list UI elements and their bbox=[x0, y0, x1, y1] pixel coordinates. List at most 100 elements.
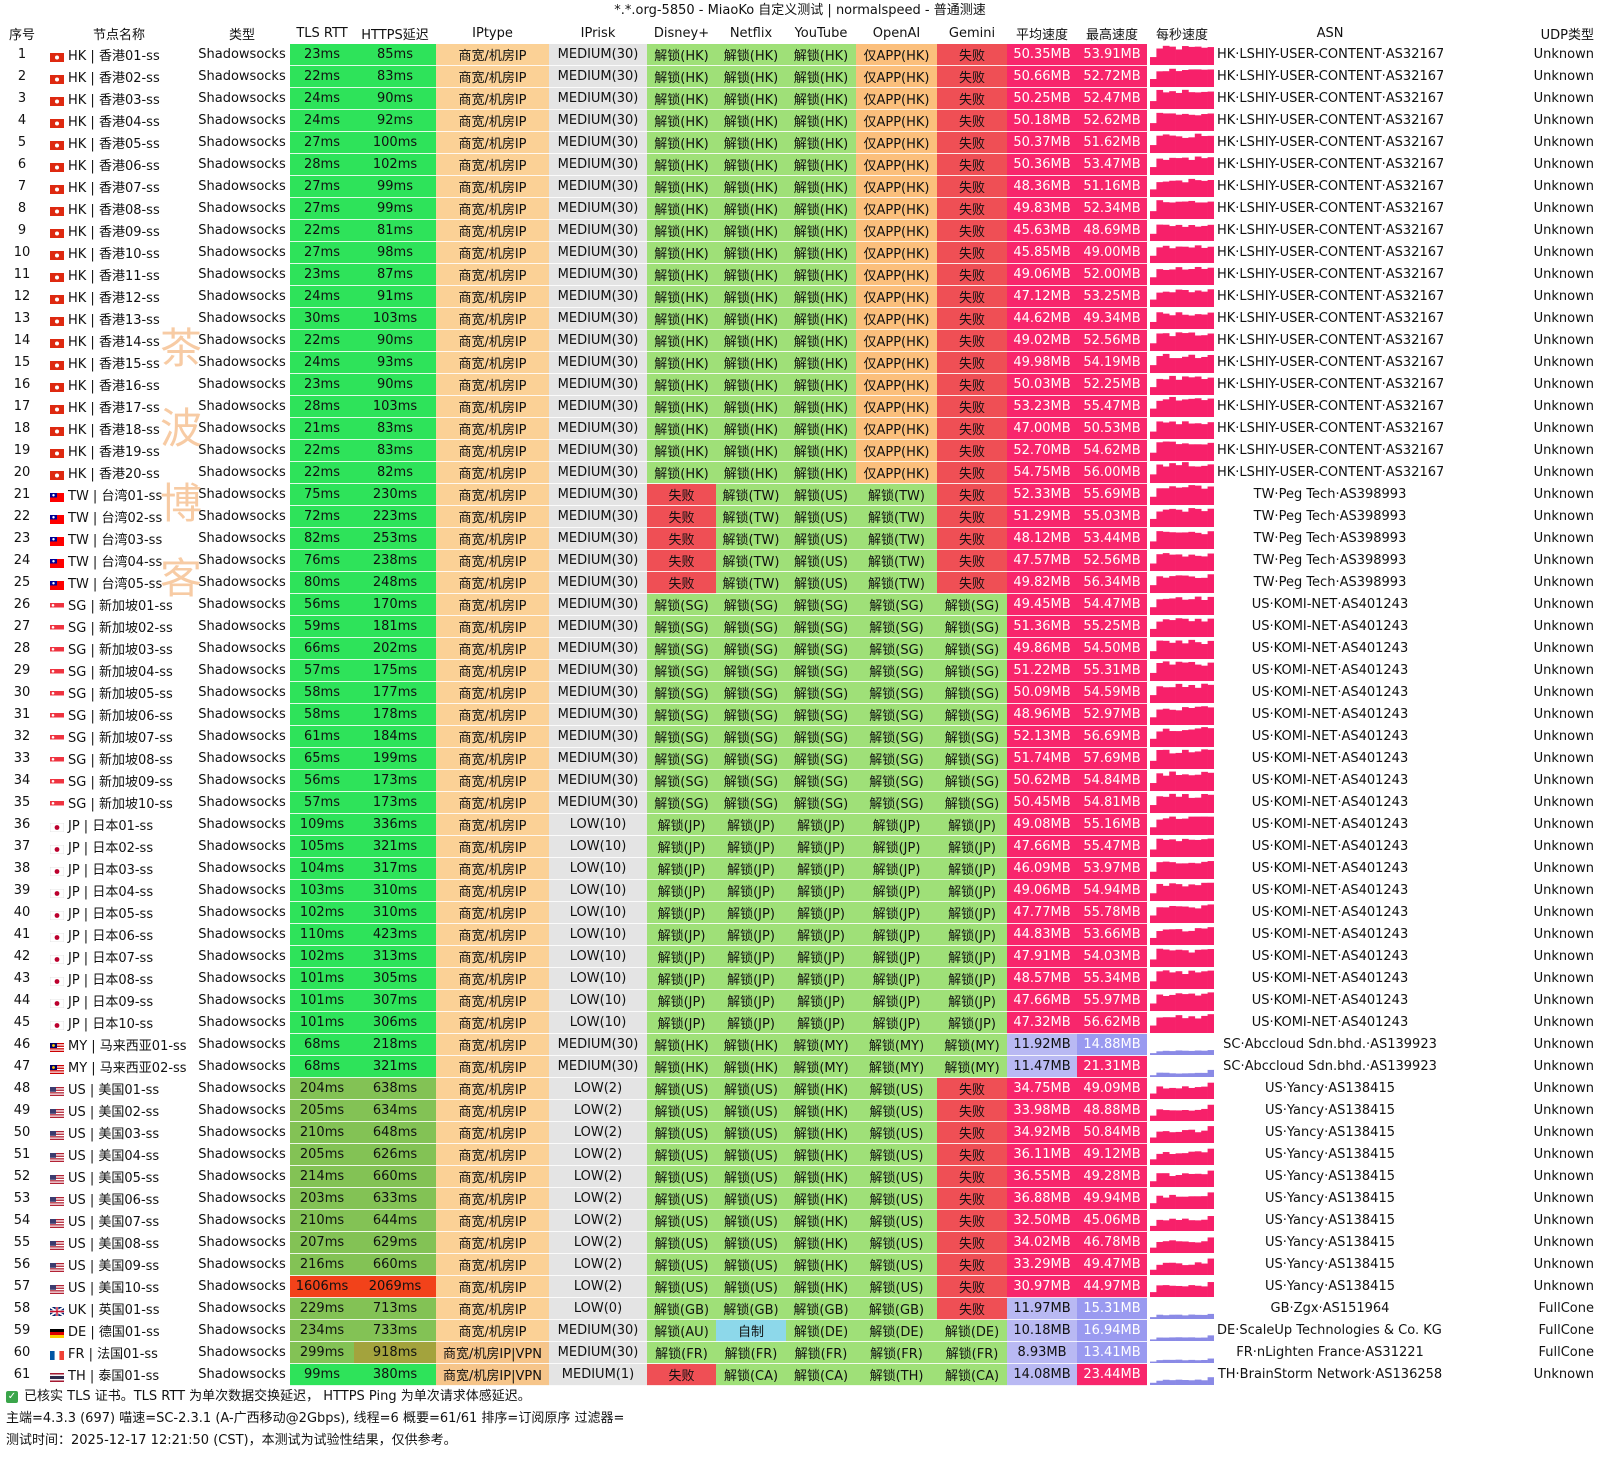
col-header-index[interactable]: 序号 bbox=[0, 22, 44, 44]
asn-cell: US·KOMI-NET·AS401243 bbox=[1217, 968, 1443, 990]
udp-cell: Unknown bbox=[1443, 748, 1600, 770]
max-speed-cell: 45.06MB bbox=[1077, 1210, 1147, 1232]
table-row[interactable]: 14 HK | 香港14-ss Shadowsocks 22ms 90ms 商宽… bbox=[0, 330, 1600, 352]
table-row[interactable]: 59 DE | 德国01-ss Shadowsocks 234ms 733ms … bbox=[0, 1320, 1600, 1342]
table-row[interactable]: 22 TW | 台湾02-ss Shadowsocks 72ms 223ms 商… bbox=[0, 506, 1600, 528]
col-header-gemini[interactable]: Gemini bbox=[937, 22, 1007, 44]
col-header-name[interactable]: 节点名称 bbox=[44, 22, 194, 44]
col-header-https-latency[interactable]: HTTPS延迟 bbox=[354, 22, 436, 44]
col-header-avg-speed[interactable]: 平均速度 bbox=[1007, 22, 1077, 44]
table-row[interactable]: 49 US | 美国02-ss Shadowsocks 205ms 634ms … bbox=[0, 1100, 1600, 1122]
table-row[interactable]: 21 TW | 台湾01-ss Shadowsocks 75ms 230ms 商… bbox=[0, 484, 1600, 506]
table-row[interactable]: 34 SG | 新加坡09-ss Shadowsocks 56ms 173ms … bbox=[0, 770, 1600, 792]
table-row[interactable]: 24 TW | 台湾04-ss Shadowsocks 76ms 238ms 商… bbox=[0, 550, 1600, 572]
node-name-label: HK | 香港13-ss bbox=[68, 313, 160, 328]
table-row[interactable]: 5 HK | 香港05-ss Shadowsocks 27ms 100ms 商宽… bbox=[0, 132, 1600, 154]
col-header-iprisk[interactable]: IPrisk bbox=[549, 22, 647, 44]
table-row[interactable]: 52 US | 美国05-ss Shadowsocks 214ms 660ms … bbox=[0, 1166, 1600, 1188]
table-row[interactable]: 51 US | 美国04-ss Shadowsocks 205ms 626ms … bbox=[0, 1144, 1600, 1166]
table-row[interactable]: 7 HK | 香港07-ss Shadowsocks 27ms 99ms 商宽/… bbox=[0, 176, 1600, 198]
node-type: Shadowsocks bbox=[194, 572, 290, 594]
table-row[interactable]: 47 MY | 马来西亚02-ss Shadowsocks 68ms 321ms… bbox=[0, 1056, 1600, 1078]
table-row[interactable]: 13 HK | 香港13-ss Shadowsocks 30ms 103ms 商… bbox=[0, 308, 1600, 330]
table-row[interactable]: 45 JP | 日本10-ss Shadowsocks 101ms 306ms … bbox=[0, 1012, 1600, 1034]
table-row[interactable]: 3 HK | 香港03-ss Shadowsocks 24ms 90ms 商宽/… bbox=[0, 88, 1600, 110]
table-row[interactable]: 46 MY | 马来西亚01-ss Shadowsocks 68ms 218ms… bbox=[0, 1034, 1600, 1056]
node-name-label: US | 美国06-ss bbox=[68, 1193, 160, 1208]
table-row[interactable]: 53 US | 美国06-ss Shadowsocks 203ms 633ms … bbox=[0, 1188, 1600, 1210]
table-row[interactable]: 18 HK | 香港18-ss Shadowsocks 21ms 83ms 商宽… bbox=[0, 418, 1600, 440]
col-header-iptype[interactable]: IPtype bbox=[436, 22, 549, 44]
table-row[interactable]: 33 SG | 新加坡08-ss Shadowsocks 65ms 199ms … bbox=[0, 748, 1600, 770]
table-row[interactable]: 43 JP | 日本08-ss Shadowsocks 101ms 305ms … bbox=[0, 968, 1600, 990]
table-row[interactable]: 60 FR | 法国01-ss Shadowsocks 299ms 918ms … bbox=[0, 1342, 1600, 1364]
gemini-cell: 解锁(SG) bbox=[937, 616, 1007, 638]
table-row[interactable]: 50 US | 美国03-ss Shadowsocks 210ms 648ms … bbox=[0, 1122, 1600, 1144]
col-header-type[interactable]: 类型 bbox=[194, 22, 290, 44]
table-row[interactable]: 10 HK | 香港10-ss Shadowsocks 27ms 98ms 商宽… bbox=[0, 242, 1600, 264]
table-row[interactable]: 57 US | 美国10-ss Shadowsocks 1606ms 2069m… bbox=[0, 1276, 1600, 1298]
table-row[interactable]: 2 HK | 香港02-ss Shadowsocks 22ms 83ms 商宽/… bbox=[0, 66, 1600, 88]
node-type: Shadowsocks bbox=[194, 1056, 290, 1078]
col-header-max-speed[interactable]: 最高速度 bbox=[1077, 22, 1147, 44]
table-row[interactable]: 36 JP | 日本01-ss Shadowsocks 109ms 336ms … bbox=[0, 814, 1600, 836]
node-name: TW | 台湾02-ss bbox=[44, 506, 194, 528]
row-index: 12 bbox=[0, 286, 44, 308]
table-row[interactable]: 31 SG | 新加坡06-ss Shadowsocks 58ms 178ms … bbox=[0, 704, 1600, 726]
table-row[interactable]: 26 SG | 新加坡01-ss Shadowsocks 56ms 170ms … bbox=[0, 594, 1600, 616]
table-row[interactable]: 42 JP | 日本07-ss Shadowsocks 102ms 313ms … bbox=[0, 946, 1600, 968]
table-row[interactable]: 29 SG | 新加坡04-ss Shadowsocks 57ms 175ms … bbox=[0, 660, 1600, 682]
col-header-openai[interactable]: OpenAI bbox=[856, 22, 937, 44]
udp-cell: FullCone bbox=[1443, 1320, 1600, 1342]
table-row[interactable]: 27 SG | 新加坡02-ss Shadowsocks 59ms 181ms … bbox=[0, 616, 1600, 638]
table-row[interactable]: 17 HK | 香港17-ss Shadowsocks 28ms 103ms 商… bbox=[0, 396, 1600, 418]
table-row[interactable]: 56 US | 美国09-ss Shadowsocks 216ms 660ms … bbox=[0, 1254, 1600, 1276]
table-row[interactable]: 58 UK | 英国01-ss Shadowsocks 229ms 713ms … bbox=[0, 1298, 1600, 1320]
netflix-cell: 解锁(SG) bbox=[716, 682, 786, 704]
avg-speed-cell: 11.47MB bbox=[1007, 1056, 1077, 1078]
table-row[interactable]: 30 SG | 新加坡05-ss Shadowsocks 58ms 177ms … bbox=[0, 682, 1600, 704]
youtube-cell: 解锁(GB) bbox=[786, 1298, 856, 1320]
table-row[interactable]: 32 SG | 新加坡07-ss Shadowsocks 61ms 184ms … bbox=[0, 726, 1600, 748]
node-name-label: TW | 台湾03-ss bbox=[68, 533, 163, 548]
row-index: 30 bbox=[0, 682, 44, 704]
col-header-tls-rtt[interactable]: TLS RTT bbox=[290, 22, 354, 44]
table-row[interactable]: 6 HK | 香港06-ss Shadowsocks 28ms 102ms 商宽… bbox=[0, 154, 1600, 176]
table-row[interactable]: 37 JP | 日本02-ss Shadowsocks 105ms 321ms … bbox=[0, 836, 1600, 858]
table-row[interactable]: 55 US | 美国08-ss Shadowsocks 207ms 629ms … bbox=[0, 1232, 1600, 1254]
table-row[interactable]: 25 TW | 台湾05-ss Shadowsocks 80ms 248ms 商… bbox=[0, 572, 1600, 594]
table-row[interactable]: 1 HK | 香港01-ss Shadowsocks 23ms 85ms 商宽/… bbox=[0, 44, 1600, 66]
table-row[interactable]: 28 SG | 新加坡03-ss Shadowsocks 66ms 202ms … bbox=[0, 638, 1600, 660]
https-latency-cell: 2069ms bbox=[354, 1276, 436, 1298]
table-row[interactable]: 19 HK | 香港19-ss Shadowsocks 22ms 83ms 商宽… bbox=[0, 440, 1600, 462]
table-row[interactable]: 11 HK | 香港11-ss Shadowsocks 23ms 87ms 商宽… bbox=[0, 264, 1600, 286]
col-header-youtube[interactable]: YouTube bbox=[786, 22, 856, 44]
table-row[interactable]: 38 JP | 日本03-ss Shadowsocks 104ms 317ms … bbox=[0, 858, 1600, 880]
asn-cell: US·Yancy·AS138415 bbox=[1217, 1254, 1443, 1276]
gemini-cell: 失败 bbox=[937, 572, 1007, 594]
row-index: 2 bbox=[0, 66, 44, 88]
us-flag-icon bbox=[50, 1151, 64, 1162]
table-row[interactable]: 48 US | 美国01-ss Shadowsocks 204ms 638ms … bbox=[0, 1078, 1600, 1100]
col-header-disney[interactable]: Disney+ bbox=[647, 22, 716, 44]
table-row[interactable]: 8 HK | 香港08-ss Shadowsocks 27ms 99ms 商宽/… bbox=[0, 198, 1600, 220]
table-row[interactable]: 41 JP | 日本06-ss Shadowsocks 110ms 423ms … bbox=[0, 924, 1600, 946]
table-row[interactable]: 54 US | 美国07-ss Shadowsocks 210ms 644ms … bbox=[0, 1210, 1600, 1232]
table-row[interactable]: 23 TW | 台湾03-ss Shadowsocks 82ms 253ms 商… bbox=[0, 528, 1600, 550]
table-row[interactable]: 20 HK | 香港20-ss Shadowsocks 22ms 82ms 商宽… bbox=[0, 462, 1600, 484]
table-row[interactable]: 35 SG | 新加坡10-ss Shadowsocks 57ms 173ms … bbox=[0, 792, 1600, 814]
table-row[interactable]: 4 HK | 香港04-ss Shadowsocks 24ms 92ms 商宽/… bbox=[0, 110, 1600, 132]
table-row[interactable]: 44 JP | 日本09-ss Shadowsocks 101ms 307ms … bbox=[0, 990, 1600, 1012]
table-row[interactable]: 16 HK | 香港16-ss Shadowsocks 23ms 90ms 商宽… bbox=[0, 374, 1600, 396]
col-header-netflix[interactable]: Netflix bbox=[716, 22, 786, 44]
col-header-asn[interactable]: ASN bbox=[1217, 22, 1443, 44]
youtube-cell: 解锁(SG) bbox=[786, 748, 856, 770]
table-row[interactable]: 12 HK | 香港12-ss Shadowsocks 24ms 91ms 商宽… bbox=[0, 286, 1600, 308]
col-header-udp[interactable]: UDP类型 bbox=[1443, 22, 1600, 44]
table-row[interactable]: 61 TH | 泰国01-ss Shadowsocks 99ms 380ms 商… bbox=[0, 1364, 1600, 1386]
table-row[interactable]: 9 HK | 香港09-ss Shadowsocks 22ms 81ms 商宽/… bbox=[0, 220, 1600, 242]
table-row[interactable]: 39 JP | 日本04-ss Shadowsocks 103ms 310ms … bbox=[0, 880, 1600, 902]
table-row[interactable]: 40 JP | 日本05-ss Shadowsocks 102ms 310ms … bbox=[0, 902, 1600, 924]
table-row[interactable]: 15 HK | 香港15-ss Shadowsocks 24ms 93ms 商宽… bbox=[0, 352, 1600, 374]
col-header-per-second[interactable]: 每秒速度 bbox=[1147, 22, 1217, 44]
